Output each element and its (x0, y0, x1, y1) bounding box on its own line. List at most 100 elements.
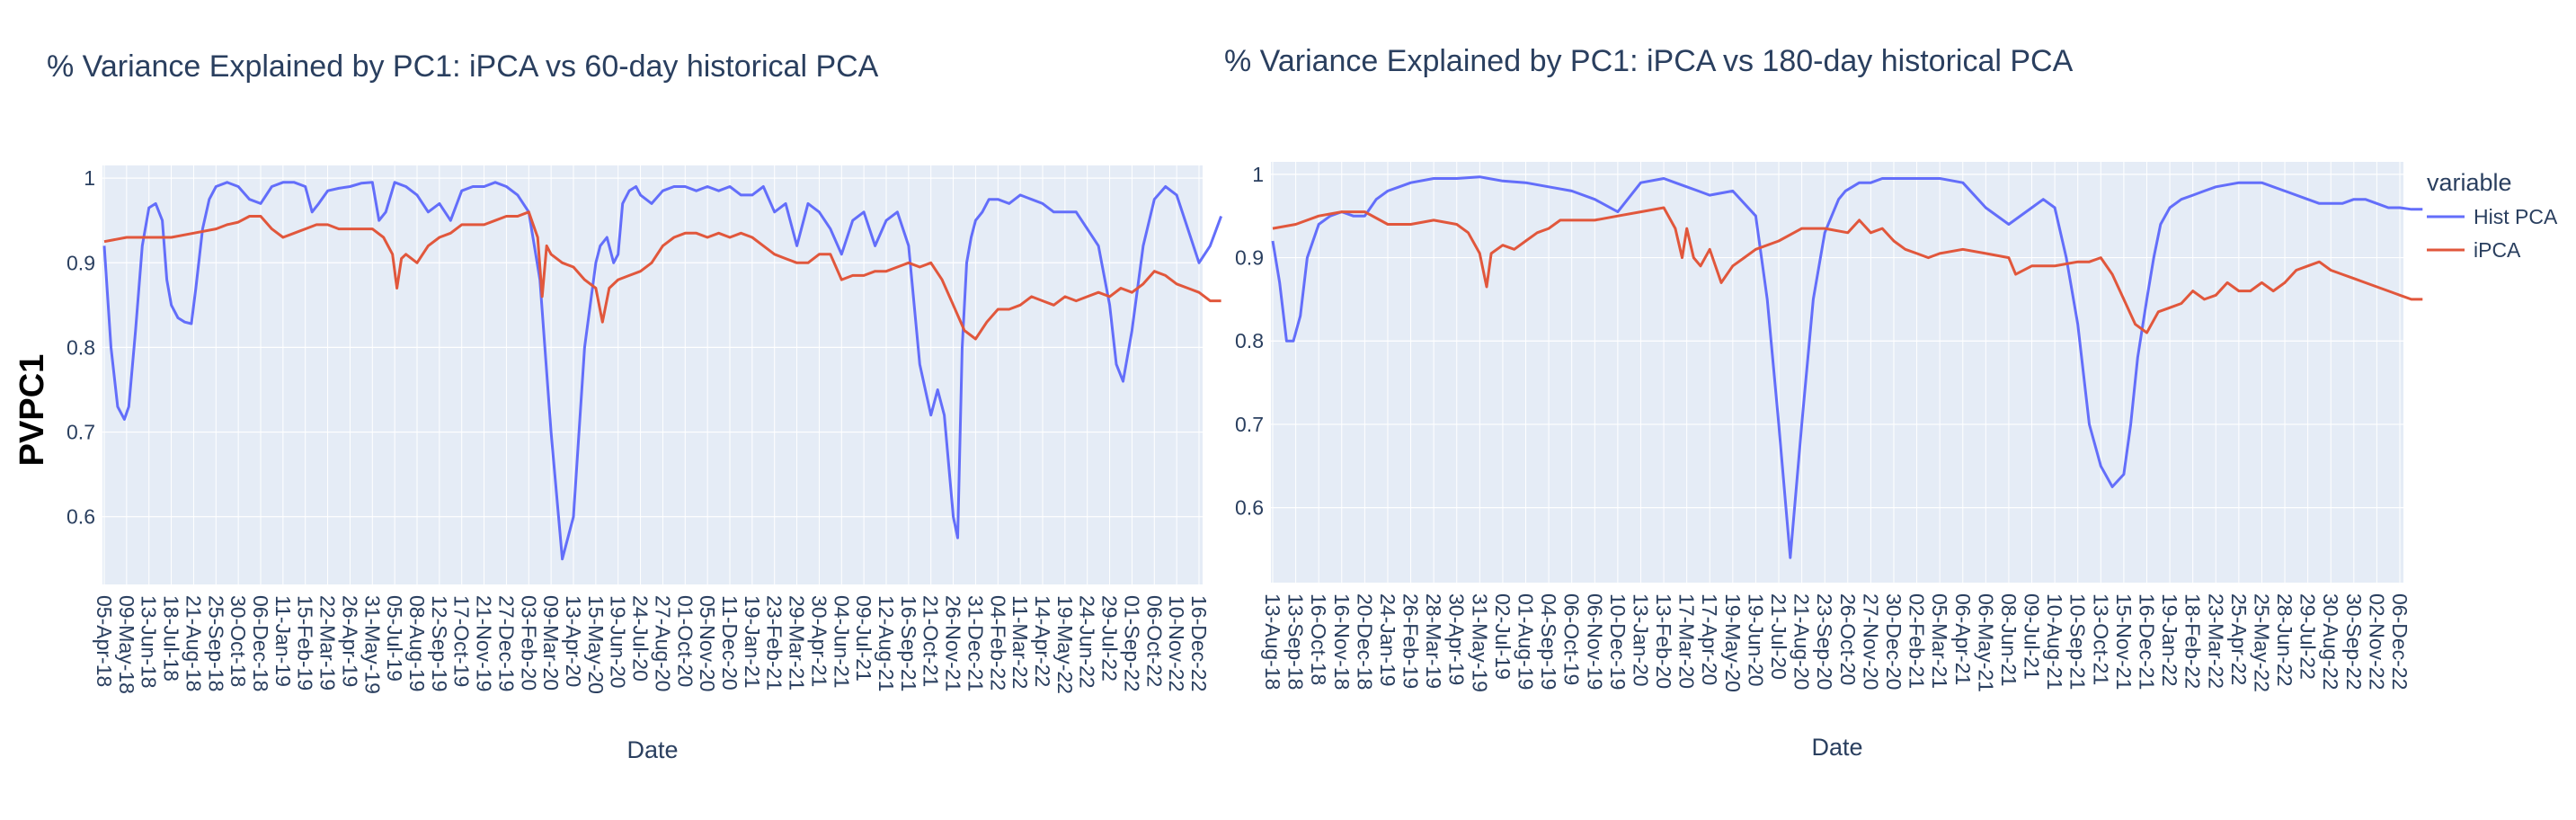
right-x-tick-label: 06-Oct-19 (1560, 593, 1584, 685)
left-x-tick-label: 21-Oct-21 (919, 595, 943, 687)
right-x-tick-label: 06-Nov-19 (1583, 593, 1606, 690)
left-x-tick-label: 05-Jul-19 (383, 595, 406, 682)
right-x-tick-label: 13-Sep-18 (1284, 593, 1308, 690)
left-x-tick-label: 10-Nov-22 (1165, 595, 1188, 691)
right-x-tick-label: 16-Dec-21 (2135, 593, 2158, 690)
legend: variable Hist PCA iPCA (2427, 169, 2558, 262)
right-y-tick-label: 1 (1252, 163, 1264, 186)
left-chart: % Variance Explained by PC1: iPCA vs 60-… (47, 49, 1223, 763)
left-x-tick-label: 01-Sep-22 (1120, 595, 1143, 691)
left-x-tick-label: 21-Aug-18 (182, 595, 205, 691)
left-x-tick-label: 05-Nov-20 (696, 595, 719, 691)
left-x-tick-label: 04-Jun-21 (830, 595, 853, 689)
left-x-tick-label: 22-Mar-19 (316, 595, 340, 691)
left-x-tick-label: 15-May-20 (584, 595, 608, 694)
right-x-tick-label: 13-Oct-21 (2089, 593, 2112, 685)
left-x-tick-label: 14-Apr-22 (1031, 595, 1054, 687)
left-series-ipca (103, 210, 1221, 341)
left-x-tick-label: 19-Jan-21 (741, 595, 764, 689)
right-series-ipca (1272, 206, 2423, 334)
right-x-tick-label: 21-Aug-20 (1790, 593, 1814, 690)
right-x-tick-label: 10-Dec-19 (1606, 593, 1630, 690)
left-x-tick-label: 09-Mar-20 (539, 595, 563, 691)
left-x-tick-label: 24-Jul-20 (629, 595, 653, 682)
left-y-tick-label: 0.7 (67, 421, 95, 444)
right-x-tick-label: 06-Apr-21 (1951, 593, 1975, 685)
right-x-tick-label: 02-Feb-21 (1905, 593, 1929, 689)
right-plot-area (1271, 162, 2403, 583)
right-x-axis-title: Date (1811, 734, 1862, 761)
left-x-tick-label: 31-Dec-21 (964, 595, 987, 691)
right-x-tick-label: 23-Mar-22 (2204, 593, 2227, 689)
left-x-tick-label: 26-Nov-21 (942, 595, 965, 691)
left-y-tick-label: 1 (84, 166, 95, 190)
left-series-hist-pca (102, 181, 1223, 561)
left-x-tick-label: 11-Jan-19 (271, 595, 295, 687)
right-x-tick-label: 19-May-20 (1721, 593, 1745, 692)
right-x-tick-label: 23-Sep-20 (1813, 593, 1836, 690)
legend-label-hist-pca: Hist PCA (2474, 205, 2558, 228)
left-x-tick-label: 08-Aug-19 (405, 595, 429, 691)
left-x-tick-label: 21-Nov-19 (473, 595, 496, 691)
right-x-tick-label: 19-Jan-22 (2158, 593, 2181, 687)
left-x-tick-label: 01-Oct-20 (673, 595, 697, 687)
left-y-tick-label: 0.9 (67, 251, 95, 274)
left-x-tick-label: 16-Dec-22 (1187, 595, 1211, 691)
left-x-tick-label: 24-Jun-22 (1076, 595, 1099, 689)
left-y-tick-label: 0.8 (67, 335, 95, 359)
right-x-tick-label: 20-Dec-18 (1353, 593, 1376, 690)
right-y-tick-label: 0.9 (1235, 246, 1264, 270)
right-y-tick-label: 0.7 (1235, 413, 1264, 436)
left-x-tick-label: 19-Jun-20 (607, 595, 630, 689)
left-x-axis-title: Date (626, 736, 678, 763)
right-series-hist-pca (1271, 175, 2423, 559)
left-x-tick-label: 30-Apr-21 (807, 595, 831, 687)
right-x-tick-label: 13-Feb-20 (1652, 593, 1675, 689)
right-x-tick-label: 25-May-22 (2250, 593, 2273, 692)
right-x-tick-label: 29-Jul-22 (2296, 593, 2320, 680)
left-x-tick-label: 27-Aug-20 (651, 595, 674, 691)
left-x-tick-label: 30-Oct-18 (227, 595, 250, 687)
right-x-tick-label: 26-Feb-19 (1399, 593, 1423, 689)
right-x-tick-label: 08-Jun-21 (1997, 593, 2021, 687)
right-y-tick-label: 0.6 (1235, 496, 1264, 520)
left-x-tick-label: 06-Dec-18 (249, 595, 272, 691)
right-x-tick-label: 31-May-19 (1468, 593, 1491, 692)
right-x-tick-label: 10-Sep-21 (2066, 593, 2090, 690)
left-x-tick-label: 04-Feb-22 (986, 595, 1009, 691)
left-y-tick-label: 0.6 (67, 505, 95, 529)
right-x-tick-label: 28-Mar-19 (1422, 593, 1445, 689)
left-x-tick-label: 18-Jul-18 (160, 595, 183, 682)
left-x-tick-label: 19-May-22 (1053, 595, 1077, 694)
right-x-tick-label: 17-Apr-20 (1698, 593, 1721, 685)
right-x-tick-label: 19-Jun-20 (1744, 593, 1767, 687)
left-plot-area (102, 165, 1203, 584)
right-x-tick-label: 30-Dec-20 (1882, 593, 1905, 690)
right-x-tick-label: 01-Aug-19 (1515, 593, 1538, 690)
right-x-tick-label: 24-Jan-19 (1376, 593, 1399, 687)
right-x-tick-label: 21-Jul-20 (1767, 593, 1790, 680)
left-x-tick-label: 26-Apr-19 (338, 595, 361, 687)
left-x-tick-label: 29-Jul-22 (1098, 595, 1122, 682)
right-x-tick-label: 28-Jun-22 (2273, 593, 2296, 687)
legend-label-ipca: iPCA (2474, 238, 2521, 262)
right-x-tick-label: 13-Jan-20 (1629, 593, 1652, 687)
legend-item-hist-pca[interactable]: Hist PCA (2427, 205, 2558, 228)
right-y-tick-label: 0.8 (1235, 329, 1264, 352)
legend-item-ipca[interactable]: iPCA (2427, 238, 2521, 262)
left-x-tick-label: 15-Feb-19 (294, 595, 317, 691)
left-x-tick-label: 03-Feb-20 (517, 595, 540, 691)
figure-y-axis-title: PVPC1 (13, 354, 51, 467)
right-x-tick-label: 30-Aug-22 (2319, 593, 2342, 690)
left-x-tick-label: 11-Dec-20 (718, 595, 742, 691)
right-x-tick-label: 02-Nov-22 (2365, 593, 2388, 690)
right-x-tick-label: 04-Sep-19 (1537, 593, 1560, 690)
right-x-tick-label: 25-Apr-22 (2227, 593, 2251, 685)
left-x-tick-label: 09-Jul-21 (852, 595, 875, 682)
left-x-tick-label: 13-Apr-20 (562, 595, 585, 687)
right-x-tick-label: 30-Sep-22 (2342, 593, 2366, 690)
left-x-tick-label: 29-Mar-21 (786, 595, 809, 691)
left-x-tick-label: 09-May-18 (115, 595, 138, 694)
right-x-tick-label: 30-Apr-19 (1445, 593, 1469, 685)
